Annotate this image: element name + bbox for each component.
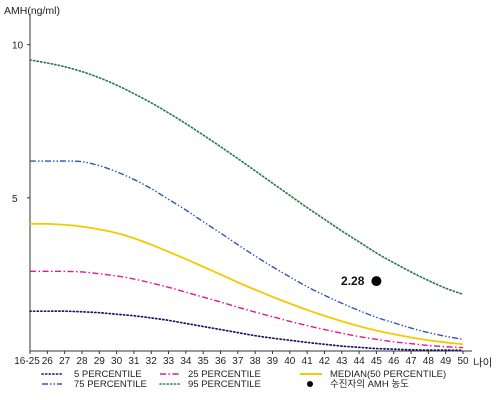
legend-label: 95 PERCENTILE (188, 379, 261, 390)
x-tick-label: 31 (128, 356, 140, 367)
x-tick-label: 48 (423, 356, 435, 367)
x-tick-label: 40 (284, 356, 296, 367)
x-tick-label: 47 (405, 356, 417, 367)
x-tick-label: 27 (59, 356, 71, 367)
amh-marker-label: 2.28 (341, 274, 365, 288)
x-tick-label: 16-25 (14, 356, 40, 367)
series-line (30, 160, 464, 341)
x-tick-label: 37 (232, 356, 244, 367)
x-tick-label: 28 (76, 356, 88, 367)
series-line (29, 59, 464, 296)
x-tick-label: 38 (250, 356, 262, 367)
legend-label: 5 PERCENTILE (74, 369, 142, 380)
x-tick-label: 43 (336, 356, 348, 367)
x-tick-label: 32 (146, 356, 158, 367)
series-layer (29, 59, 464, 352)
y-axis-title: AMH(ng/ml) (4, 5, 60, 17)
x-ticks: 16-25 26 27 28 29 30 31 32 33 34 35 36 37 38 39 40 41 42 4… (14, 351, 469, 367)
axes (29, 14, 472, 352)
x-tick-label: 30 (111, 356, 123, 367)
x-tick-label: 49 (440, 356, 452, 367)
x-tick-label: 39 (267, 356, 279, 367)
legend: 5 PERCENTILE 25 PERCENTILE MEDIAN(50 PERCE… (41, 369, 446, 390)
series-line (30, 270, 464, 349)
x-axis-title: 나이 (473, 357, 492, 369)
x-tick-label: 29 (94, 356, 106, 367)
x-tick-label: 33 (163, 356, 175, 367)
legend-label: 수진자의 AMH 농도 (330, 379, 409, 390)
legend-marker-dot (307, 381, 313, 387)
amh-marker-point (371, 276, 382, 287)
y-tick-label: 5 (12, 194, 18, 205)
legend-label: 75 PERCENTILE (74, 379, 147, 390)
x-tick-label: 45 (371, 356, 383, 367)
legend-label: MEDIAN(50 PERCENTILE) (330, 369, 446, 380)
y-ticks: 5 10 (12, 41, 30, 205)
y-tick-label: 10 (12, 41, 24, 52)
x-tick-label: 44 (354, 356, 366, 367)
x-tick-label: 42 (319, 356, 331, 367)
x-tick-label: 26 (42, 356, 54, 367)
x-tick-label: 36 (215, 356, 227, 367)
x-tick-label: 41 (302, 356, 314, 367)
x-tick-label: 46 (388, 356, 400, 367)
marker-layer: 2.28 (341, 274, 382, 288)
x-tick-label: 34 (180, 356, 192, 367)
series-line (29, 222, 464, 346)
x-tick-label: 35 (198, 356, 210, 367)
x-tick-label: 50 (457, 356, 469, 367)
legend-label: 25 PERCENTILE (188, 369, 261, 380)
series-line (29, 310, 464, 352)
